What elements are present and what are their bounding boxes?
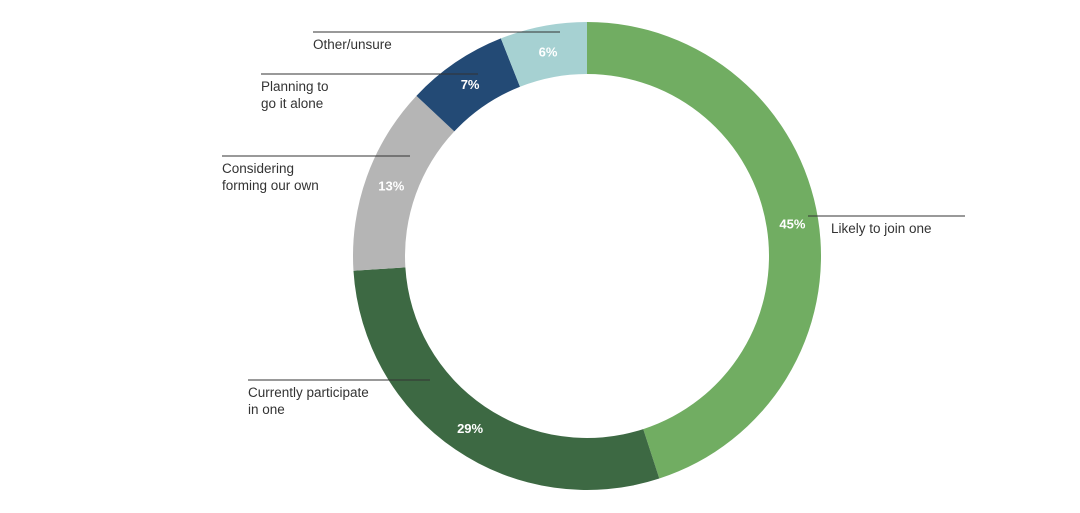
category-label-line: Planning to (261, 79, 329, 94)
value-label: 6% (539, 45, 558, 60)
value-label: 13% (378, 179, 404, 194)
category-label-line: in one (248, 402, 285, 417)
leader-lines (222, 31, 965, 381)
value-label: 7% (461, 77, 480, 92)
value-label: 29% (457, 421, 483, 436)
category-label-line: go it alone (261, 96, 323, 111)
category-label: Planning to go it alone (261, 79, 329, 111)
category-label-line: Other/unsure (313, 37, 392, 52)
category-label-line: Considering (222, 161, 294, 176)
donut-slice (587, 22, 822, 479)
value-labels: 45% 29% 13% 7% 6% (378, 45, 806, 436)
category-label-line: forming our own (222, 178, 319, 193)
donut-slice (500, 22, 587, 87)
donut-slice (416, 38, 521, 132)
category-label: Other/unsure (313, 37, 392, 52)
category-labels: Likely to join one Currently participate i… (222, 37, 932, 417)
category-label: Considering forming our own (222, 161, 319, 193)
donut-slice (353, 267, 660, 490)
category-label: Likely to join one (831, 221, 932, 236)
category-label-line: Likely to join one (831, 221, 932, 236)
category-label: Currently participate in one (248, 385, 369, 417)
donut-slice (352, 95, 455, 271)
value-label: 45% (779, 216, 805, 231)
category-label-line: Currently participate (248, 385, 369, 400)
donut-slices (352, 22, 822, 490)
